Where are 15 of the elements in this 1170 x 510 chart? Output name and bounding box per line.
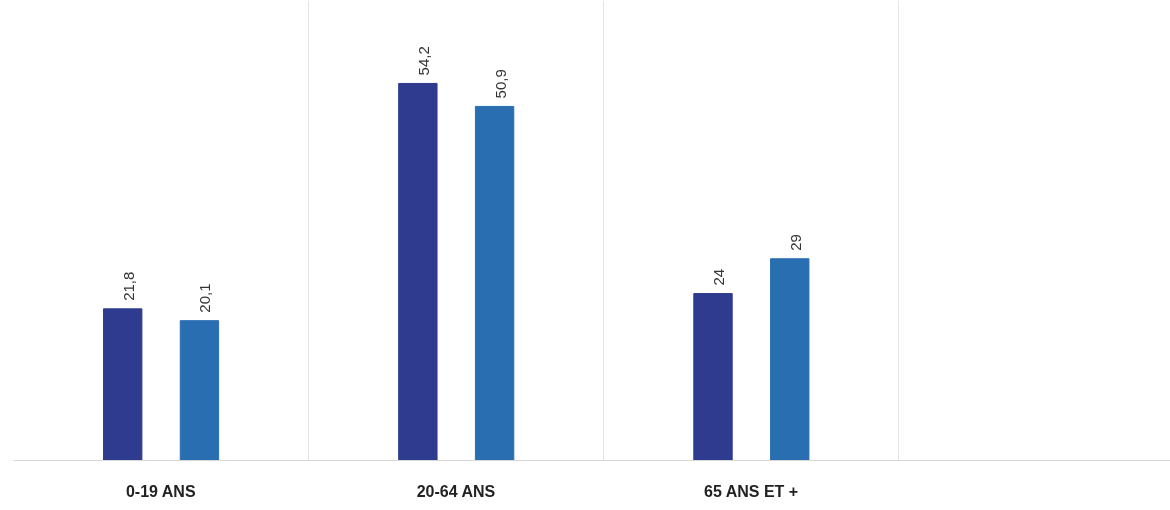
- bar: [103, 308, 143, 461]
- data-label: 50,9: [491, 69, 509, 99]
- bar: [398, 82, 438, 461]
- data-label: 20,1: [196, 283, 214, 313]
- data-label: 54,2: [414, 46, 432, 76]
- bar: [693, 293, 733, 461]
- data-label: 29: [786, 234, 804, 251]
- data-label: 24: [710, 268, 728, 286]
- bar: [770, 258, 810, 461]
- data-label: 21,8: [119, 271, 137, 301]
- bar: [474, 105, 515, 461]
- bar: [179, 320, 220, 461]
- x-tick-label: 20-64 ANS: [416, 482, 496, 500]
- x-tick-label: 65 ANS ET +: [704, 482, 799, 500]
- x-tick-label: 0-19 ANS: [125, 482, 196, 500]
